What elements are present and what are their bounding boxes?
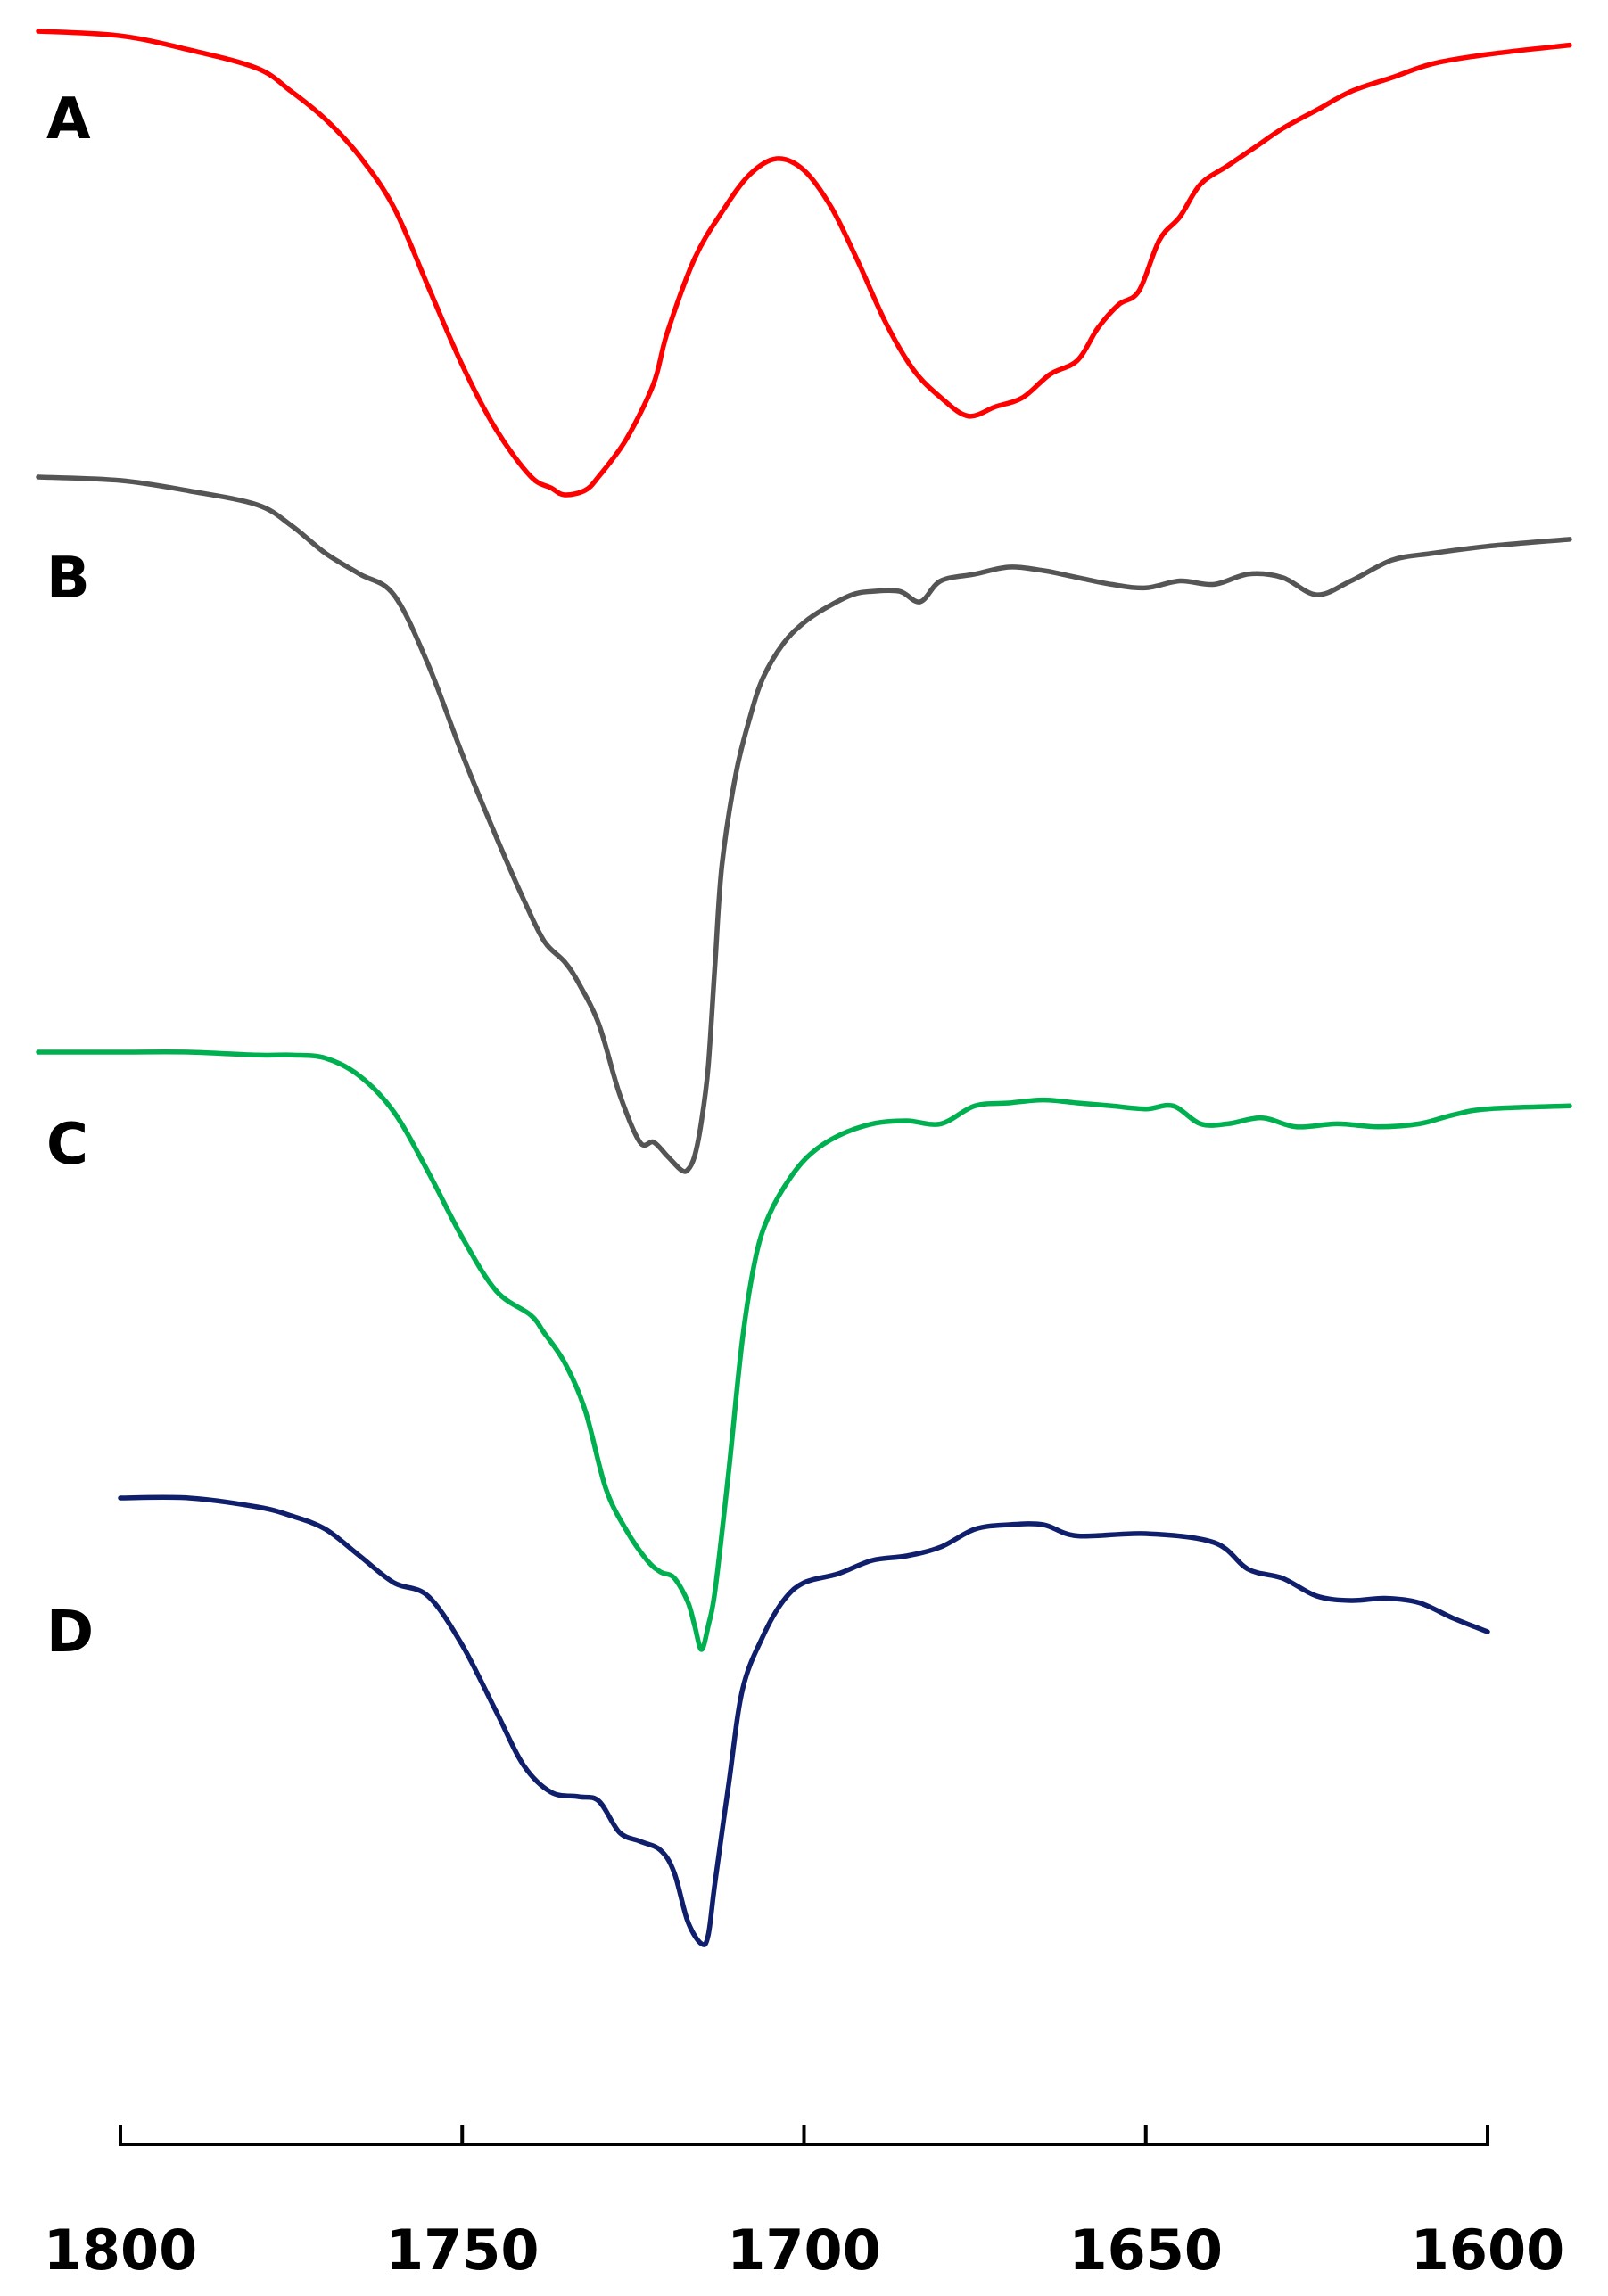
- series-label-c: C: [46, 1112, 88, 1178]
- series-line-a: [36, 29, 1572, 498]
- x-tick-label-1650: 1650: [1068, 2218, 1223, 2283]
- x-axis: 1800 1750 1700 1650 1600: [44, 2125, 1565, 2283]
- series-label-layer: A B C D: [46, 86, 94, 1666]
- x-tick-label-1600: 1600: [1411, 2218, 1565, 2283]
- series-label-a: A: [46, 86, 91, 152]
- series-line-c: [36, 1049, 1572, 1652]
- series-line-d: [118, 1494, 1490, 1947]
- x-tick-label-1750: 1750: [385, 2218, 540, 2283]
- series-line-b: [36, 474, 1572, 1174]
- x-tick-label-1800: 1800: [44, 2218, 198, 2283]
- series-layer: [36, 29, 1572, 1947]
- x-tick-label-1700: 1700: [727, 2218, 881, 2283]
- series-label-d: D: [46, 1600, 94, 1666]
- series-label-b: B: [46, 546, 90, 612]
